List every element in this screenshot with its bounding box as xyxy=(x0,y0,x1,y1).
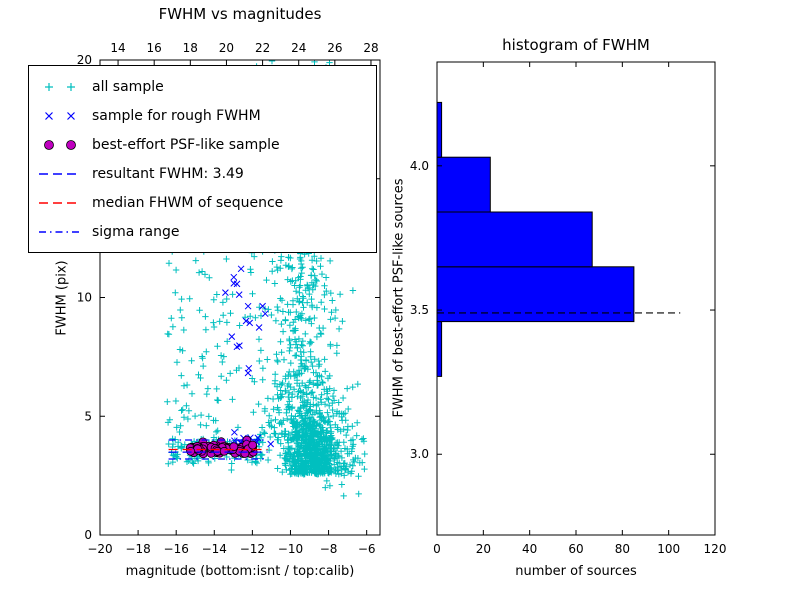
legend-item-rough-fwhm: sample for rough FWHM xyxy=(37,101,368,130)
histogram-bar xyxy=(437,211,593,268)
legend-marker-circle-icon xyxy=(37,136,83,154)
tick-label: 14 xyxy=(110,41,125,55)
legend-item-all-sample: all sample xyxy=(37,72,368,101)
legend-item-psf-sample: best-effort PSF-like sample xyxy=(37,130,368,159)
legend-dashed-blue-line-icon xyxy=(37,165,83,183)
tick-label: 20 xyxy=(77,53,92,67)
left-plot: −20 −18 −16 −14 −12 −10 −8 −6 14 16 18 20 22 24 26 28 0 5… xyxy=(77,41,381,556)
left-plot-ylabel: FWHM (pix) xyxy=(54,260,70,336)
histogram-bars xyxy=(437,101,635,377)
left-plot-title: FWHM vs magnitudes xyxy=(158,5,322,23)
tick-label: 60 xyxy=(568,542,583,556)
tick-label: 80 xyxy=(615,542,630,556)
tick-label: 0 xyxy=(433,542,441,556)
legend-label-all-sample: all sample xyxy=(92,78,164,95)
left-plot-xlabel: magnitude (bottom:isnt / top:calib) xyxy=(125,564,355,579)
legend-label-sigma-range: sigma range xyxy=(92,223,180,240)
legend-marker-x-icon xyxy=(37,107,83,125)
tick-label: 40 xyxy=(522,542,537,556)
tick-label: −10 xyxy=(278,542,303,556)
histogram-bar xyxy=(437,266,635,323)
right-plot-tick-labels: 0 20 40 60 80 100 120 3.0 3.5 4.0 xyxy=(410,159,727,556)
legend-label-psf-sample: best-effort PSF-like sample xyxy=(92,136,280,153)
tick-label: 20 xyxy=(476,542,491,556)
tick-label: −14 xyxy=(202,542,227,556)
legend-item-resultant-fwhm: resultant FWHM: 3.49 xyxy=(37,159,368,188)
tick-label: −12 xyxy=(240,542,265,556)
tick-label: 0 xyxy=(84,528,92,542)
tick-label: −20 xyxy=(87,542,112,556)
tick-label: 20 xyxy=(219,41,234,55)
right-plot: 0 20 40 60 80 100 120 3.0 3.5 4.0 xyxy=(410,61,727,556)
tick-label: 100 xyxy=(657,542,680,556)
tick-label: 22 xyxy=(255,41,270,55)
left-plot-frame xyxy=(99,59,381,536)
right-plot-ylabel: FWHM of best-effort PSF-like sources xyxy=(391,178,407,418)
histogram-bar xyxy=(437,101,443,158)
tick-label: 18 xyxy=(183,41,198,55)
left-plot-data xyxy=(164,60,368,500)
legend-dashdot-blue-line-icon xyxy=(37,223,83,241)
legend-label-rough-fwhm: sample for rough FWHM xyxy=(92,107,261,124)
tick-label: 16 xyxy=(147,41,162,55)
tick-label: −6 xyxy=(358,542,376,556)
legend-label-median-fwhm: median FHWM of sequence xyxy=(92,194,284,211)
tick-label: 3.5 xyxy=(410,303,429,317)
tick-label: 5 xyxy=(84,409,92,423)
legend-label-resultant-fwhm: resultant FWHM: 3.49 xyxy=(92,165,244,182)
legend-item-median-fwhm: median FHWM of sequence xyxy=(37,188,368,217)
right-plot-frame xyxy=(436,61,716,536)
tick-label: 24 xyxy=(291,41,306,55)
right-plot-xlabel: number of sources xyxy=(515,564,637,579)
tick-label: 28 xyxy=(363,41,378,55)
right-plot-data xyxy=(437,101,681,377)
tick-label: 120 xyxy=(704,542,727,556)
tick-label: −16 xyxy=(164,542,189,556)
legend-marker-plus-icon xyxy=(37,78,83,96)
legend-dashed-red-line-icon xyxy=(37,194,83,212)
histogram-bar xyxy=(437,321,443,377)
tick-label: 26 xyxy=(327,41,342,55)
legend: all sample sample for rough FWHM best-ef… xyxy=(28,65,377,253)
legend-item-sigma-range: sigma range xyxy=(37,217,368,246)
tick-label: 3.0 xyxy=(410,447,429,461)
tick-label: 10 xyxy=(77,291,92,305)
left-plot-tick-labels: −20 −18 −16 −14 −12 −10 −8 −6 14 16 18 20 22 24 26 28 0 5… xyxy=(77,41,379,556)
tick-label: −18 xyxy=(125,542,150,556)
right-plot-title: histogram of FWHM xyxy=(502,36,650,54)
tick-label: 4.0 xyxy=(410,159,429,173)
tick-label: −8 xyxy=(320,542,338,556)
histogram-bar xyxy=(437,156,491,213)
